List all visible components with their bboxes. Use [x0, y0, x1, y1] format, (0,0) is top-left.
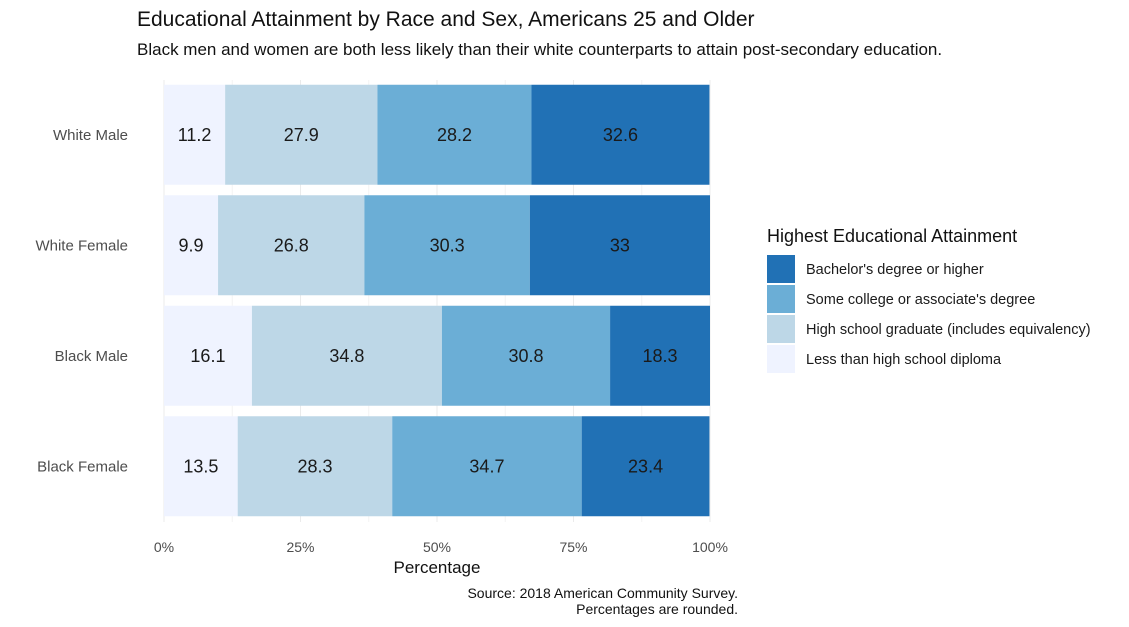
data-label: 13.5 — [183, 456, 218, 476]
data-label: 23.4 — [628, 456, 663, 476]
chart-title: Educational Attainment by Race and Sex, … — [137, 8, 755, 31]
data-label: 27.9 — [284, 125, 319, 145]
x-tick-label: 75% — [559, 539, 587, 555]
bar-segment — [364, 195, 530, 296]
bar-segment — [164, 84, 226, 185]
x-axis-title: Percentage — [394, 558, 481, 577]
data-label: 26.8 — [274, 235, 309, 255]
data-label: 33 — [610, 235, 630, 255]
bar-segment — [392, 416, 582, 517]
data-label: 30.8 — [508, 346, 543, 366]
x-tick-label: 25% — [286, 539, 314, 555]
legend-swatch — [767, 315, 795, 343]
bar-segment — [377, 84, 532, 185]
x-tick-labels: 0% 25% 50% 75% 100% — [154, 539, 728, 555]
legend-swatch — [767, 345, 795, 373]
category-label: Black Female — [37, 458, 128, 475]
legend-label: Bachelor's degree or higher — [806, 262, 984, 278]
chart-subtitle: Black men and women are both less likely… — [137, 40, 942, 59]
bars: 11.2 27.9 28.2 32.6 9.9 26.8 30.3 33 16.1 34.8 30.… — [164, 84, 710, 517]
caption-note: Percentages are rounded. — [576, 601, 738, 617]
x-tick-label: 0% — [154, 539, 174, 555]
x-tick-label: 100% — [692, 539, 728, 555]
legend-label: Some college or associate's degree — [806, 292, 1035, 308]
data-label: 11.2 — [178, 125, 212, 145]
category-label: White Female — [35, 237, 128, 254]
caption-source: Source: 2018 American Community Survey. — [467, 585, 738, 601]
legend-label: Less than high school diploma — [806, 352, 1002, 368]
data-label: 32.6 — [603, 125, 638, 145]
bar-segment — [164, 195, 219, 296]
bar-segment — [225, 84, 378, 185]
bar-segment — [529, 195, 710, 296]
data-label: 30.3 — [430, 235, 465, 255]
x-tick-label: 50% — [423, 539, 451, 555]
bar-segment — [164, 305, 252, 406]
bar-segment — [441, 305, 611, 406]
category-label: White Male — [53, 127, 128, 144]
data-label: 9.9 — [179, 235, 204, 255]
legend-swatch — [767, 285, 795, 313]
bar-segment — [251, 305, 442, 406]
bar-segment — [581, 416, 710, 517]
data-label: 34.8 — [329, 346, 364, 366]
bar-segment — [237, 416, 393, 517]
data-label: 18.3 — [643, 346, 678, 366]
bar-segment — [164, 416, 238, 517]
category-labels: White Male White Female Black Male Black Fe… — [35, 127, 128, 476]
legend-swatch — [767, 255, 795, 283]
legend-title: Highest Educational Attainment — [767, 226, 1017, 246]
data-label: 34.7 — [469, 456, 504, 476]
bar-segment — [531, 84, 710, 185]
data-label: 28.3 — [297, 456, 332, 476]
bar-segment — [218, 195, 365, 296]
legend-label: High school graduate (includes equivalen… — [806, 322, 1091, 338]
data-label: 16.1 — [190, 346, 225, 366]
legend: Highest Educational Attainment Bachelor'… — [767, 226, 1091, 373]
bar-segment — [610, 305, 710, 406]
data-label: 28.2 — [437, 125, 472, 145]
category-label: Black Male — [55, 348, 128, 365]
